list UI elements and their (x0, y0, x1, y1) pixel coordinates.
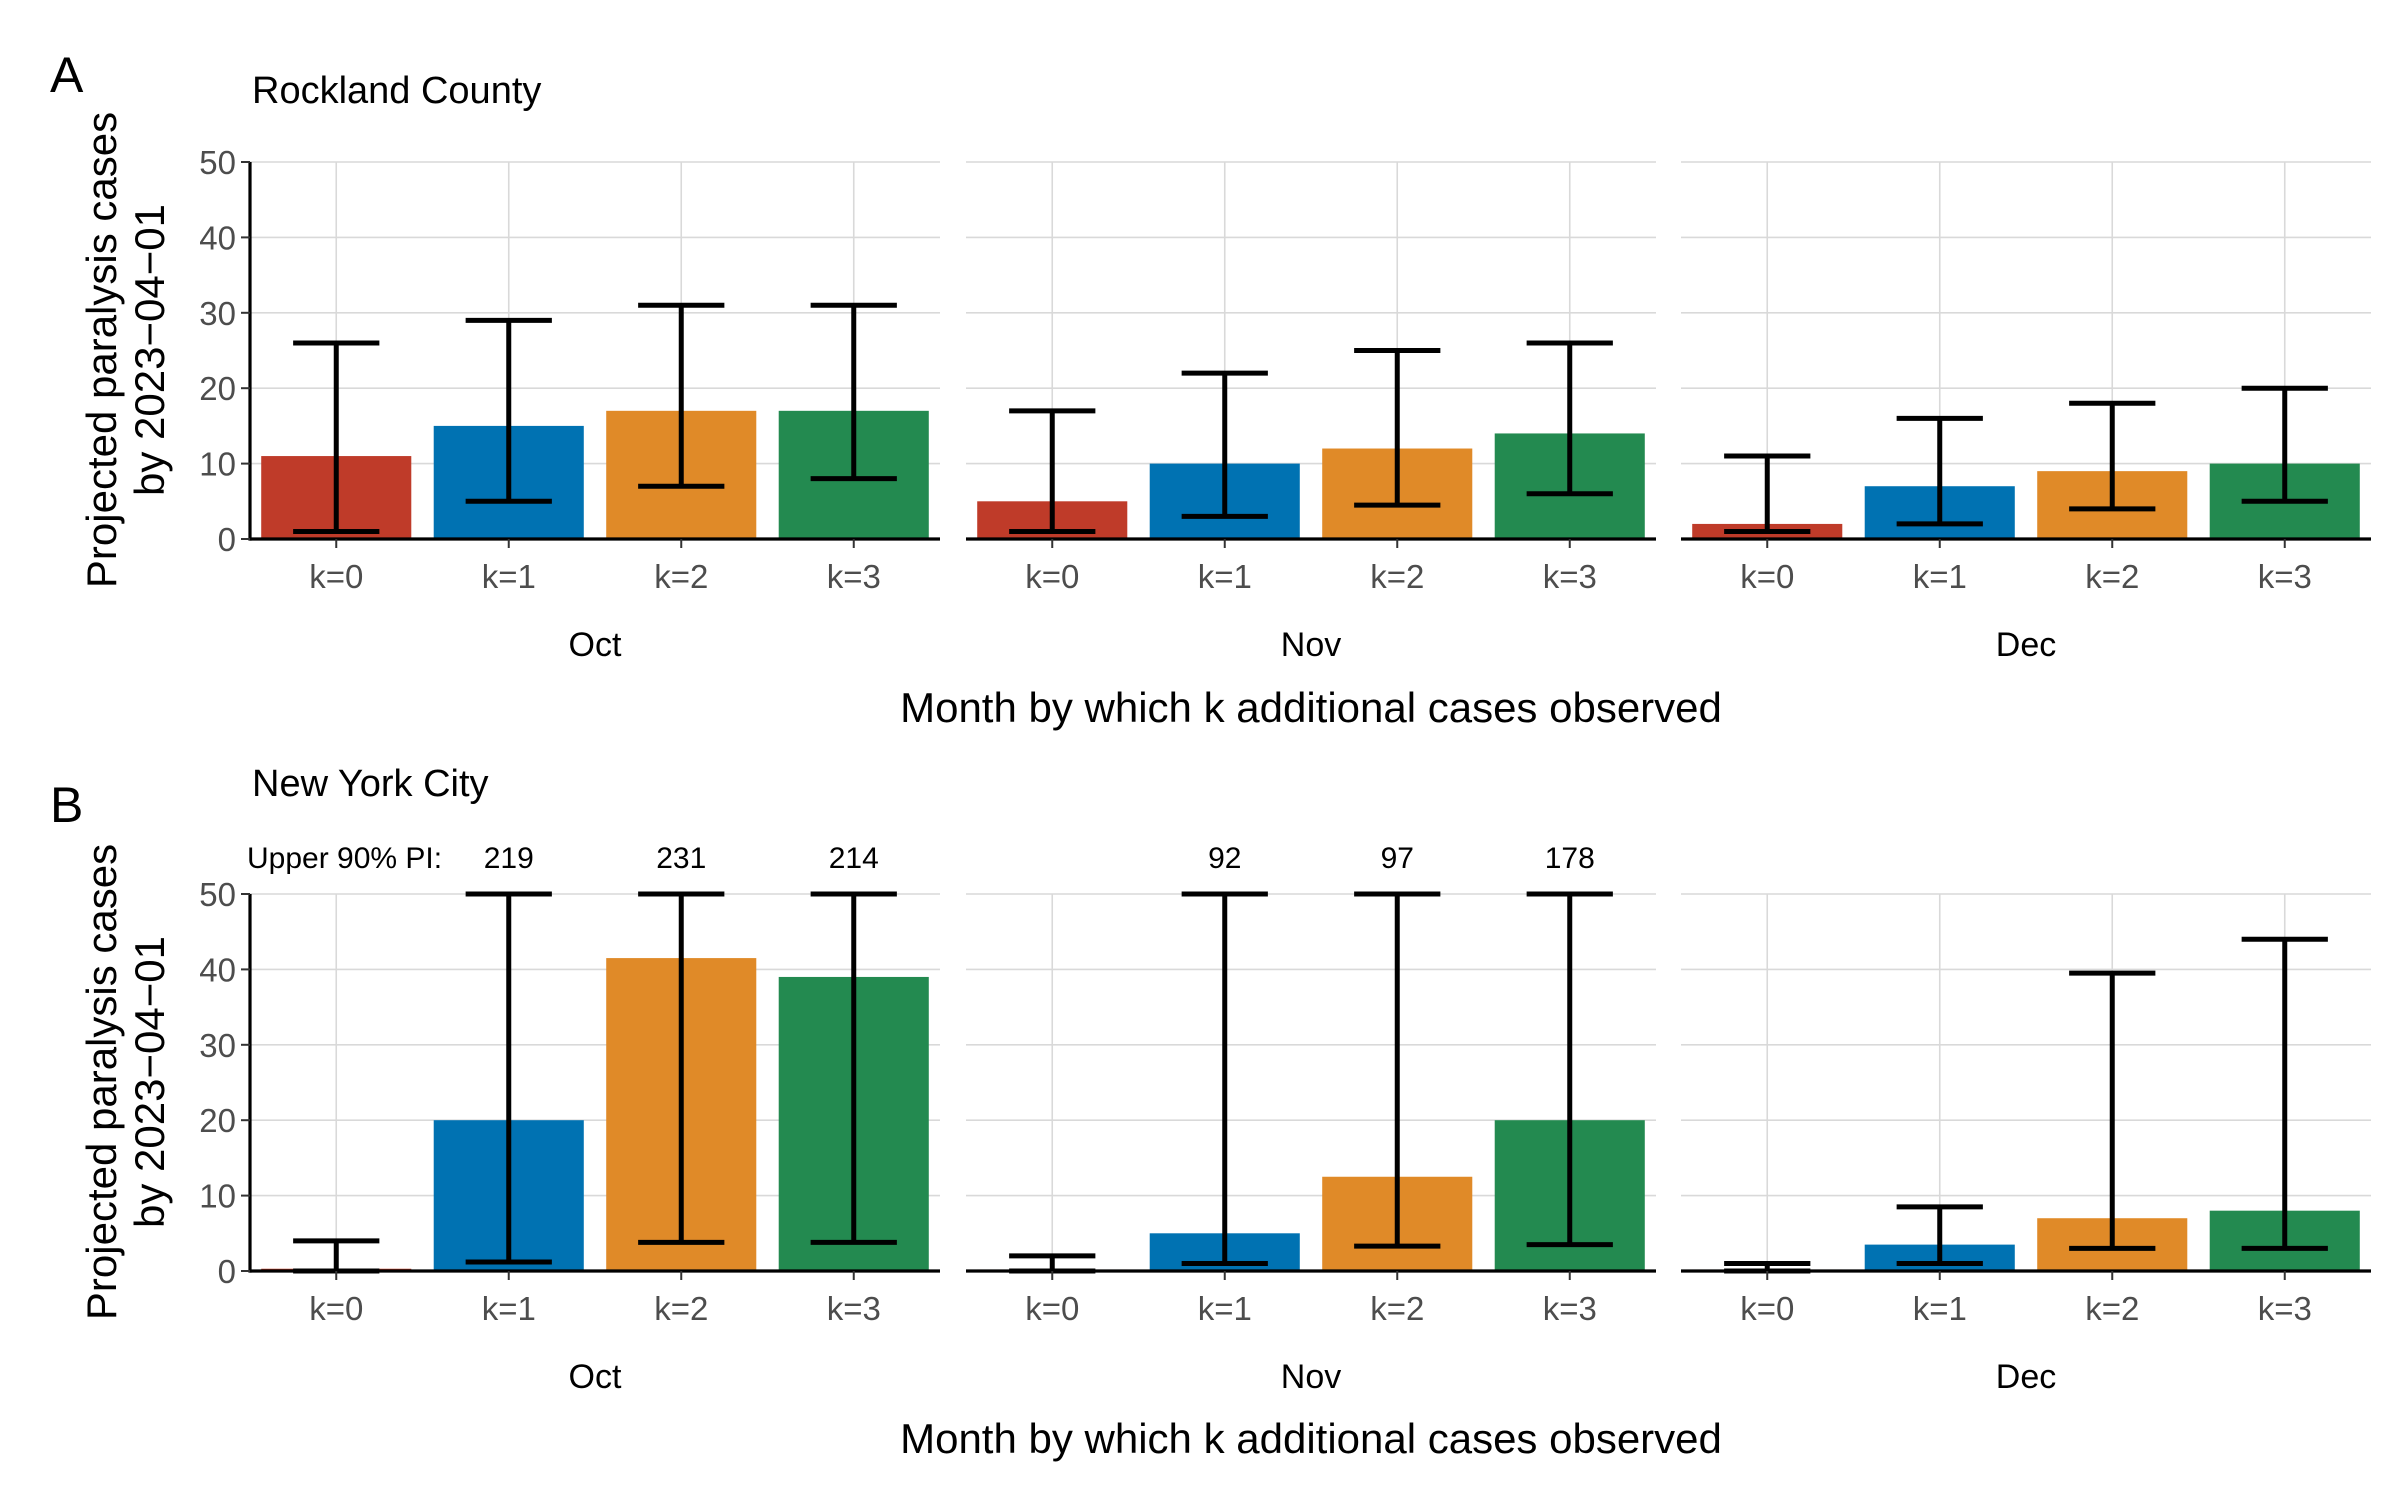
panel-b-marks: 219 231 214 k=0 k=1 k=2 k=3 Oct 92 97 178 k=0 k=1 k=2… (199, 842, 2371, 1396)
panel-a-ylabel-line2: by 2023−04−01 (126, 204, 173, 496)
facet-oct: 219 231 214 k=0 k=1 k=2 k=3 Oct (250, 842, 940, 1396)
errorbar-k2 (2069, 400, 2156, 512)
facet-label: Nov (1281, 1358, 1341, 1396)
x-tick-label: k=1 (1198, 1290, 1252, 1327)
panel-a-ylabel-line1: Projected paralysis cases (78, 112, 125, 588)
panel-b-upper-label: Upper 90% PI: (247, 842, 442, 875)
facet-nov: k=0 k=1 k=2 k=3 Nov (966, 161, 1656, 664)
errorbar-k3 (810, 891, 897, 1245)
facet-label: Dec (1996, 1358, 2056, 1396)
x-tick-label: k=0 (309, 1290, 363, 1327)
errorbar-k1 (1896, 415, 1983, 527)
errorbar-k3 (810, 302, 897, 482)
x-tick-label: k=3 (1543, 558, 1597, 595)
errorbar-k2 (1354, 348, 1441, 508)
facet-label: Nov (1281, 626, 1341, 664)
facet-label: Oct (569, 1358, 622, 1396)
x-tick-label: k=1 (1913, 1290, 1967, 1327)
y-tick-label: 20 (199, 370, 236, 407)
errorbar-k0 (1724, 453, 1811, 534)
y-tick-label: 0 (218, 1253, 236, 1290)
x-tick-label: k=2 (1370, 1290, 1424, 1327)
panel-a-title: Rockland County (252, 70, 541, 112)
upper-pi-label: 92 (1208, 842, 1241, 875)
errorbar-k0 (1009, 408, 1096, 534)
errorbar-k1 (1181, 370, 1268, 519)
x-tick-label: k=0 (309, 558, 363, 595)
y-tick-label: 40 (199, 951, 236, 988)
x-tick-label: k=2 (2085, 1290, 2139, 1327)
facet-oct: k=0 k=1 k=2 k=3 Oct (250, 161, 940, 664)
errorbar-k3 (2241, 936, 2328, 1251)
y-tick-label: 30 (199, 295, 236, 332)
y-tick-label: 20 (199, 1102, 236, 1139)
facet-nov: 92 97 178 k=0 k=1 k=2 k=3 Nov (966, 842, 1656, 1396)
y-tick-label: 30 (199, 1027, 236, 1064)
x-tick-label: k=2 (654, 558, 708, 595)
errorbar-k0 (1009, 1253, 1096, 1274)
facet-label: Oct (569, 626, 622, 664)
x-tick-label: k=2 (2085, 558, 2139, 595)
errorbar-k1 (1896, 1204, 1983, 1266)
y-tick-label: 50 (199, 876, 236, 913)
x-tick-label: k=3 (827, 1290, 881, 1327)
x-tick-label: k=3 (2258, 558, 2312, 595)
x-tick-label: k=3 (2258, 1290, 2312, 1327)
x-tick-label: k=3 (827, 558, 881, 595)
upper-pi-label: 178 (1545, 842, 1595, 875)
facet-dec: k=0 k=1 k=2 k=3 Dec (1681, 893, 2371, 1396)
y-tick-label: 50 (199, 144, 236, 181)
errorbar-k2 (1354, 891, 1441, 1249)
errorbar-k1 (465, 891, 552, 1265)
errorbar-k0 (293, 1238, 380, 1274)
x-tick-label: k=1 (482, 558, 536, 595)
x-tick-label: k=3 (1543, 1290, 1597, 1327)
facet-dec: k=0 k=1 k=2 k=3 Dec (1681, 161, 2371, 664)
x-tick-label: k=0 (1025, 558, 1079, 595)
upper-pi-label: 97 (1381, 842, 1414, 875)
errorbar-k3 (2241, 385, 2328, 504)
y-tick-label: 0 (218, 521, 236, 558)
x-tick-label: k=2 (1370, 558, 1424, 595)
facet-label: Dec (1996, 626, 2056, 664)
x-tick-label: k=0 (1740, 1290, 1794, 1327)
x-tick-label: k=2 (654, 1290, 708, 1327)
errorbar-k3 (1526, 340, 1613, 497)
errorbar-k0 (293, 340, 380, 534)
errorbar-k2 (638, 302, 725, 489)
errorbar-k2 (638, 891, 725, 1245)
panel-b-letter: B (50, 777, 83, 833)
upper-pi-label: 219 (484, 842, 534, 875)
x-tick-label: k=1 (1913, 558, 1967, 595)
upper-pi-label: 214 (829, 842, 879, 875)
errorbar-k2 (2069, 970, 2156, 1251)
panel-b-xlabel: Month by which k additional cases observ… (900, 1415, 1722, 1462)
panel-b-title: New York City (252, 763, 489, 805)
y-tick-label: 40 (199, 219, 236, 256)
errorbar-k1 (1181, 891, 1268, 1266)
panel-b-ylabel-line1: Projected paralysis cases (78, 844, 125, 1320)
panel-b-ylabel-line2: by 2023−04−01 (126, 936, 173, 1228)
x-tick-label: k=0 (1740, 558, 1794, 595)
panel-a-xlabel: Month by which k additional cases observ… (900, 684, 1722, 731)
errorbar-k1 (465, 317, 552, 504)
errorbar-k3 (1526, 891, 1613, 1248)
x-tick-label: k=0 (1025, 1290, 1079, 1327)
panel-a-letter: A (50, 47, 84, 103)
x-tick-label: k=1 (1198, 558, 1252, 595)
upper-pi-label: 231 (656, 842, 706, 875)
y-tick-label: 10 (199, 1178, 236, 1215)
x-tick-label: k=1 (482, 1290, 536, 1327)
y-tick-label: 10 (199, 446, 236, 483)
